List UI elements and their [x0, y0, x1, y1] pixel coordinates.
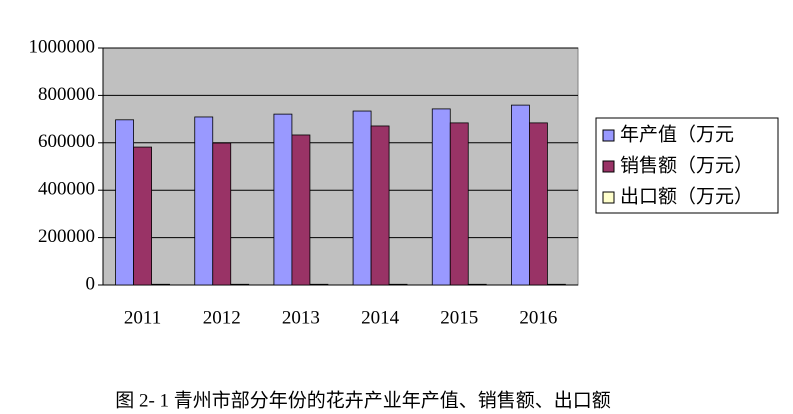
x-tick-label: 2012 — [203, 307, 241, 328]
x-tick-label: 2016 — [519, 307, 557, 328]
bar — [388, 283, 408, 286]
legend-label: 年产值（万元 — [620, 123, 734, 145]
bar — [449, 122, 469, 286]
legend-swatch — [602, 191, 615, 204]
bar — [511, 104, 530, 286]
x-tick-label: 2011 — [124, 307, 161, 328]
bar — [133, 146, 152, 286]
y-tick-label: 600000 — [38, 131, 95, 152]
caption: 图 2- 1 青州市部分年份的花卉产业年产值、销售额、出口额 — [115, 389, 611, 411]
bar — [115, 119, 134, 286]
legend-swatch — [602, 160, 615, 173]
bar — [352, 110, 372, 286]
bar — [291, 134, 311, 286]
y-tick-label: 0 — [86, 273, 96, 294]
y-tick-label: 1000000 — [29, 36, 96, 57]
bar — [194, 116, 214, 286]
x-tick-label: 2014 — [361, 307, 400, 328]
y-tick-label: 200000 — [38, 226, 95, 247]
bar — [230, 283, 250, 286]
bar — [529, 122, 548, 286]
bar — [547, 283, 566, 286]
x-tick-label: 2013 — [282, 307, 320, 328]
x-tick-label: 2015 — [440, 307, 478, 328]
y-tick-label: 400000 — [38, 179, 95, 200]
bar — [273, 113, 293, 286]
legend-label: 销售额（万元） — [620, 154, 753, 176]
legend-label: 出口额（万元） — [620, 185, 753, 207]
bar — [370, 125, 390, 286]
bar — [467, 283, 487, 286]
legend-swatch — [602, 129, 615, 142]
bar — [212, 142, 232, 286]
bar — [309, 283, 329, 286]
y-tick-label: 800000 — [38, 84, 95, 105]
plot-area — [102, 47, 579, 286]
legend-box — [595, 117, 779, 214]
bar — [431, 108, 451, 286]
bar — [151, 283, 170, 286]
